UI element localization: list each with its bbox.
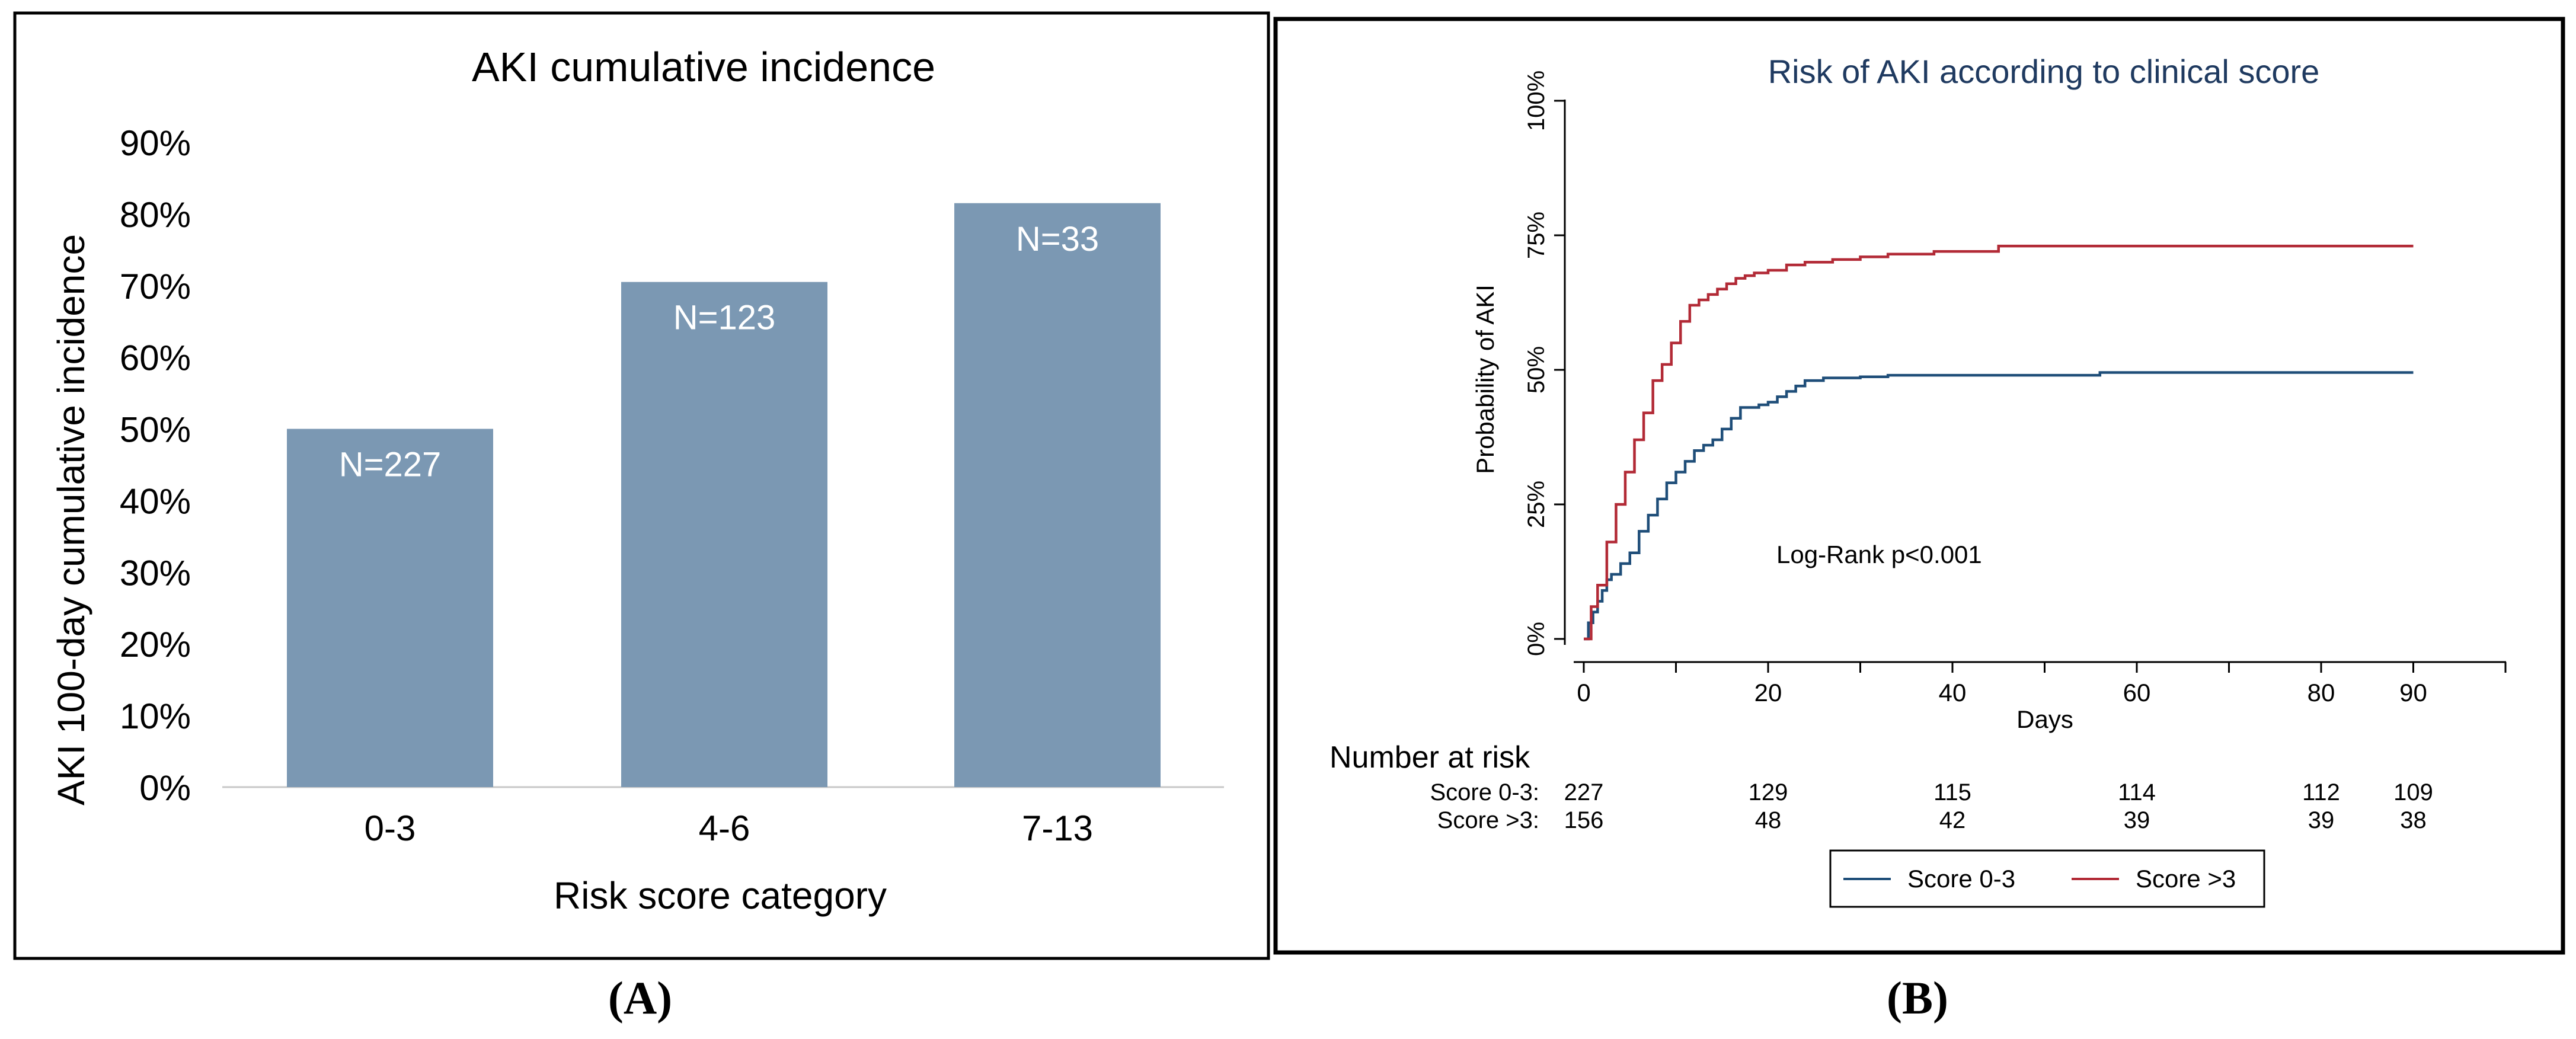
risk-cell: 156	[1564, 807, 1604, 833]
panel-b-ylabel: Probability of AKI	[1471, 284, 1499, 474]
panel-a-xlabel: Risk score category	[554, 874, 887, 917]
panel-b-y-ticks: 0% 25% 50% 75% 100%	[1523, 71, 1565, 656]
panel-b-frame	[1273, 17, 2565, 955]
curve-score-0-3	[1584, 371, 2414, 641]
risk-row-label: Score 0-3:	[1430, 779, 1539, 805]
y-tick-label: 25%	[1523, 481, 1549, 528]
x-tick-label: 4-6	[699, 808, 750, 848]
panel-a-frame	[13, 11, 1270, 960]
y-tick-label: 40%	[120, 481, 191, 521]
panel-a-y-axis: 0% 10% 20% 30% 40% 50% 60% 70% 80% 90%	[120, 123, 191, 808]
y-tick-label: 70%	[120, 267, 191, 306]
risk-cell: 39	[2308, 807, 2335, 833]
legend: Score 0-3 Score >3	[1829, 849, 2265, 908]
risk-table-header: Number at risk	[1329, 740, 1530, 775]
bar-0-3	[287, 429, 493, 787]
risk-cell: 109	[2393, 779, 2433, 805]
risk-cell: 129	[1749, 779, 1788, 805]
legend-label-score-low: Score 0-3	[1907, 865, 2015, 893]
risk-row-label: Score >3:	[1437, 807, 1539, 833]
y-tick-label: 50%	[1523, 346, 1549, 394]
y-tick-label: 80%	[120, 195, 191, 235]
risk-cell: 112	[2302, 779, 2340, 805]
x-tick-label: 80	[2307, 679, 2335, 706]
risk-table: Score 0-3: 227 129 115 114 112 109 Score >3: 156…	[1430, 779, 2433, 833]
log-rank-annotation: Log-Rank p<0.001	[1776, 541, 1982, 568]
bar-4-6	[621, 282, 827, 787]
x-tick-label: 0	[1577, 679, 1590, 706]
x-tick-label: 60	[2123, 679, 2151, 706]
bar-value-label: N=123	[673, 299, 776, 337]
bar-value-label: N=227	[339, 446, 442, 484]
x-tick-label: 90	[2399, 679, 2427, 706]
panel-b-x-ticks: 0 20 40 60 80 90	[1577, 662, 2507, 706]
y-tick-label: 10%	[120, 696, 191, 736]
panel-a-ylabel: AKI 100-day cumulative incidence	[50, 234, 92, 805]
risk-cell: 39	[2124, 807, 2150, 833]
risk-cell: 114	[2118, 779, 2156, 805]
risk-cell: 48	[1755, 807, 1782, 833]
risk-cell: 227	[1564, 779, 1604, 805]
legend-label-score-high: Score >3	[2136, 865, 2236, 893]
curve-score-3	[1584, 244, 2414, 641]
x-tick-label: 40	[1939, 679, 1967, 706]
y-tick-label: 20%	[120, 625, 191, 664]
panel-a-caption: (A)	[608, 972, 672, 1024]
bar-7-13	[954, 203, 1161, 787]
y-tick-label: 60%	[120, 338, 191, 378]
x-tick-label: 0-3	[365, 808, 416, 848]
panel-b-xlabel: Days	[2016, 705, 2073, 733]
panel-b-curves	[1584, 244, 2414, 641]
panel-a-title: AKI cumulative incidence	[472, 44, 935, 90]
panel-a: AKI cumulative incidence AKI 100-day cum…	[13, 11, 1270, 960]
risk-cell: 38	[2400, 807, 2427, 833]
x-tick-label: 7-13	[1022, 808, 1093, 848]
y-tick-label: 75%	[1523, 212, 1549, 259]
panel-b-caption: (B)	[1887, 972, 1948, 1024]
y-tick-label: 30%	[120, 553, 191, 593]
y-tick-label: 50%	[120, 410, 191, 450]
panel-b-title: Risk of AKI according to clinical score	[1768, 53, 2320, 90]
y-tick-label: 0%	[139, 768, 191, 808]
y-tick-label: 0%	[1523, 622, 1549, 656]
panel-b: Risk of AKI according to clinical score …	[1273, 17, 2565, 955]
y-tick-label: 100%	[1523, 71, 1549, 131]
risk-cell: 42	[1939, 807, 1966, 833]
risk-cell: 115	[1933, 779, 1971, 805]
legend-box	[1829, 849, 2265, 908]
y-tick-label: 90%	[120, 123, 191, 163]
panel-a-bars: N=227 N=123 N=33	[287, 203, 1161, 787]
bar-value-label: N=33	[1016, 220, 1099, 258]
panel-a-x-axis: 0-3 4-6 7-13	[365, 808, 1093, 848]
x-tick-label: 20	[1754, 679, 1782, 706]
